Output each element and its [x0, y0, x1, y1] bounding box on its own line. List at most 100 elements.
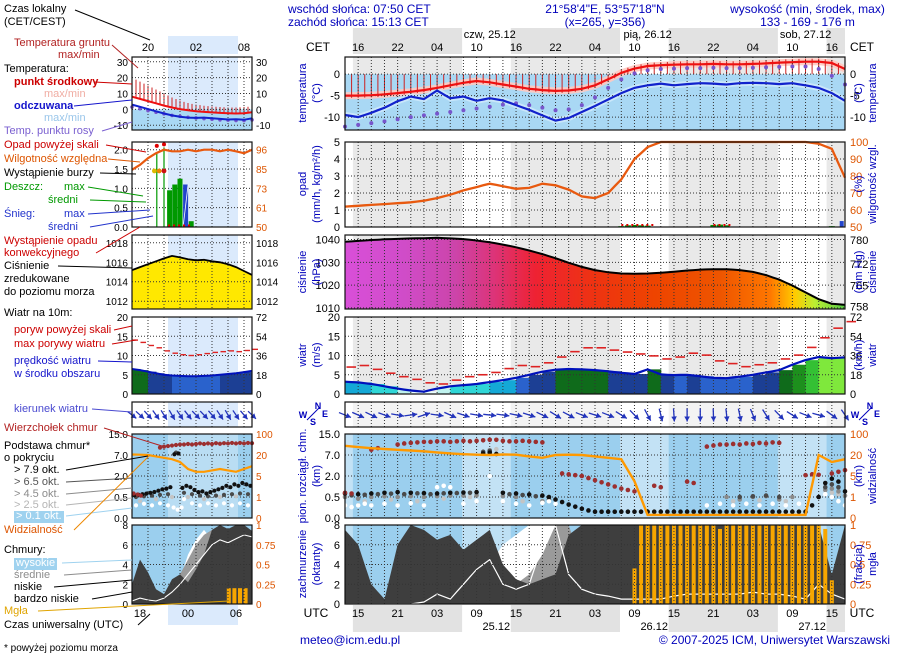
svg-text:1: 1: [256, 521, 262, 532]
svg-text:1.0: 1.0: [114, 184, 128, 195]
svg-text:80: 80: [850, 171, 862, 183]
svg-text:7.0: 7.0: [114, 451, 128, 462]
svg-text:1012: 1012: [106, 297, 129, 308]
coordinates-label: 21°58'4"E, 53°57'18"N: [545, 2, 665, 16]
svg-text:(km): (km): [311, 465, 323, 487]
legend-okta-01: > 0.1 okt.: [14, 510, 64, 523]
svg-text:0.5: 0.5: [256, 561, 270, 572]
svg-text:18: 18: [850, 370, 862, 382]
svg-text:85: 85: [256, 165, 268, 176]
svg-text:30: 30: [117, 58, 129, 69]
grid-xy-label: (x=265, y=356): [564, 15, 646, 29]
legend-visibility: Widzialność: [4, 524, 63, 536]
svg-text:0.5: 0.5: [114, 204, 128, 215]
svg-text:06: 06: [230, 608, 242, 620]
utc-time-label: Czas uniwersalny (UTC): [4, 619, 124, 631]
svg-text:15: 15: [117, 332, 129, 343]
svg-text:N: N: [867, 401, 874, 411]
svg-text:5: 5: [256, 472, 262, 483]
svg-text:20: 20: [117, 74, 129, 85]
svg-text:100: 100: [256, 430, 273, 441]
svg-text:25.12: 25.12: [483, 621, 511, 633]
svg-text:0: 0: [334, 599, 340, 611]
svg-text:(°C): (°C): [311, 83, 323, 103]
svg-text:8: 8: [122, 521, 128, 532]
legend-convective-1: Wystąpienie opadu: [4, 235, 98, 247]
svg-text:09: 09: [470, 608, 482, 620]
legend-snow: Śnieg:: [4, 208, 36, 220]
svg-text:09: 09: [628, 608, 640, 620]
svg-text:7.0: 7.0: [325, 450, 340, 462]
svg-text:772: 772: [850, 259, 868, 271]
legend-pressure-1: Ciśnienie: [4, 260, 50, 272]
svg-text:70: 70: [850, 188, 862, 200]
legend-wind-direction: kierunek wiatru: [14, 403, 88, 415]
svg-text:20: 20: [328, 312, 340, 324]
svg-text:0.75: 0.75: [850, 540, 871, 552]
svg-text:0: 0: [334, 389, 340, 401]
svg-text:1020: 1020: [316, 280, 340, 292]
svg-text:(mm/h, kg/m²/h): (mm/h, kg/m²/h): [311, 145, 323, 223]
svg-text:5: 5: [334, 137, 340, 149]
svg-text:S: S: [310, 417, 316, 427]
svg-text:1: 1: [334, 205, 340, 217]
legend-storm: Wystąpienie burzy: [4, 167, 94, 179]
svg-text:sob, 27.12: sob, 27.12: [780, 29, 831, 41]
svg-text:widzialność: widzialność: [867, 447, 879, 505]
legend-cloud-base-1: Podstawa chmur*: [4, 440, 91, 452]
copyright: © 2007-2025 ICM, Uniwersytet Warszawski: [658, 633, 890, 647]
svg-text:16: 16: [352, 42, 364, 54]
svg-text:W: W: [851, 410, 860, 420]
svg-text:4: 4: [334, 560, 340, 572]
svg-text:2: 2: [334, 188, 340, 200]
svg-text:1010: 1010: [316, 303, 340, 315]
legend-okta-79: > 7.9 okt.: [14, 464, 60, 476]
svg-text:0: 0: [850, 389, 856, 401]
svg-text:E: E: [322, 409, 328, 419]
legend-wind-speed-1: prędkość wiatru: [14, 355, 92, 367]
above-sea-level-note: * powyżej poziomu morza: [4, 643, 118, 654]
legend-humidity: Wilgotność względna: [4, 153, 108, 165]
svg-text:21: 21: [392, 608, 404, 620]
svg-text:2: 2: [122, 580, 128, 591]
svg-text:0.0: 0.0: [114, 223, 128, 234]
legend-rain-mean: średni: [48, 194, 78, 206]
svg-text:03: 03: [747, 608, 759, 620]
svg-text:0: 0: [334, 222, 340, 234]
svg-text:UTC: UTC: [850, 606, 875, 620]
svg-text:(oktanty): (oktanty): [311, 543, 323, 586]
svg-text:1012: 1012: [256, 297, 279, 308]
svg-text:54: 54: [850, 331, 862, 343]
svg-text:1: 1: [850, 492, 856, 504]
svg-text:2.0: 2.0: [114, 146, 128, 157]
svg-text:zachmurzenie: zachmurzenie: [297, 530, 309, 598]
svg-text:08: 08: [238, 42, 250, 54]
svg-text:-10: -10: [850, 112, 866, 124]
svg-text:20: 20: [256, 451, 268, 462]
svg-text:61: 61: [256, 204, 268, 215]
svg-text:(mm Hg): (mm Hg): [853, 251, 865, 294]
svg-text:1.5: 1.5: [114, 165, 128, 176]
legend-okta-45: > 4.5 okt.: [14, 488, 60, 500]
svg-text:W: W: [299, 410, 308, 420]
svg-text:UTC: UTC: [304, 606, 329, 620]
svg-text:0.5: 0.5: [850, 560, 865, 572]
svg-text:0: 0: [122, 390, 128, 401]
svg-text:-10: -10: [114, 121, 129, 132]
legend-max-gusts: max porywy wiatru: [14, 338, 106, 350]
svg-text:15: 15: [826, 608, 838, 620]
contact-email-link[interactable]: meteo@icm.edu.pl: [300, 633, 401, 647]
svg-text:0: 0: [334, 69, 340, 81]
svg-text:0: 0: [256, 390, 262, 401]
svg-text:ciśnienie: ciśnienie: [297, 251, 309, 294]
svg-text:15.0: 15.0: [319, 429, 340, 441]
svg-text:04: 04: [589, 42, 601, 54]
legend-precip-over-scale: Opad powyżej skali: [4, 139, 99, 151]
svg-text:1014: 1014: [256, 278, 279, 289]
svg-text:0.25: 0.25: [850, 579, 871, 591]
svg-text:60: 60: [850, 205, 862, 217]
svg-text:N: N: [315, 401, 322, 411]
svg-text:0: 0: [256, 600, 262, 611]
legend-pressure-2: zredukowane: [4, 273, 70, 285]
